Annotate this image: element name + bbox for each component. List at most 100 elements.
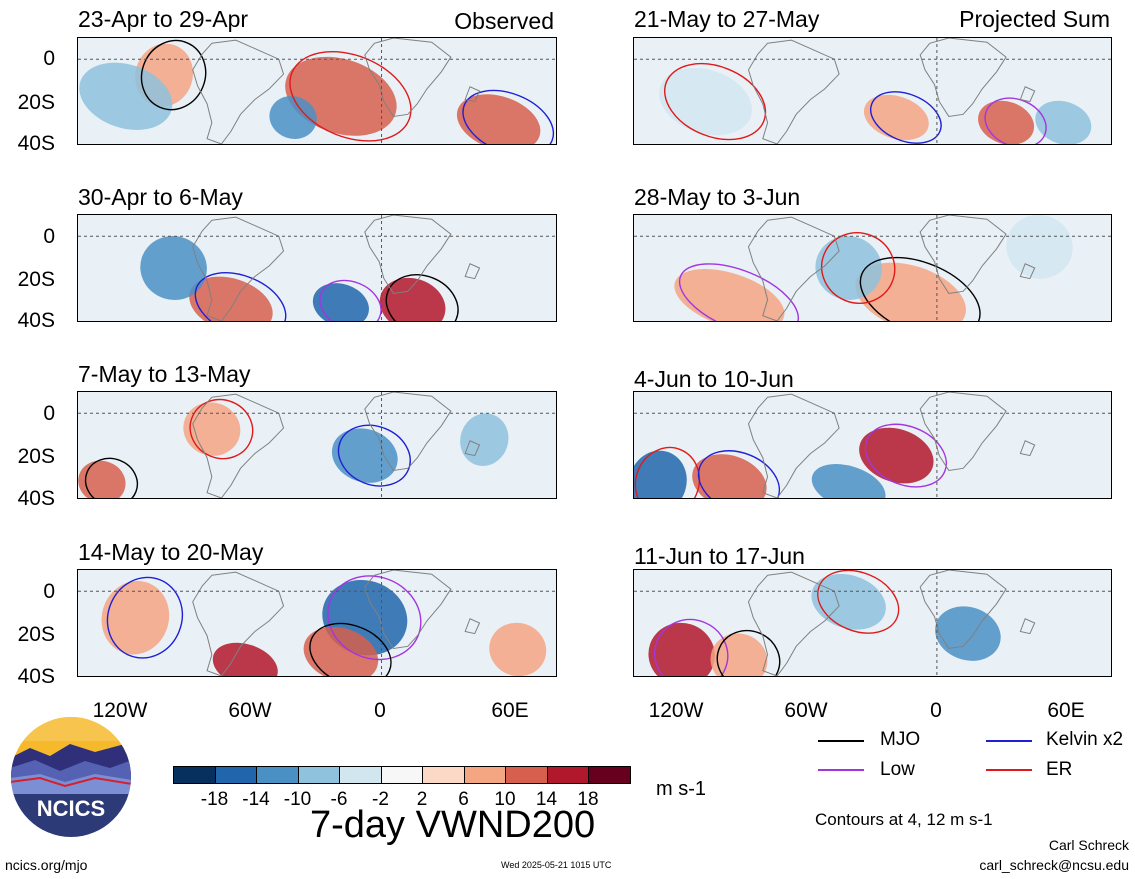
panel-title: 7-May to 13-May (78, 361, 251, 387)
colorbar-swatch (173, 766, 216, 784)
anomaly-shading (269, 96, 317, 139)
legend-line-kelvin (986, 740, 1032, 742)
map-field (78, 392, 556, 498)
lat-label: 40S (17, 132, 55, 155)
anomaly-shading (379, 277, 446, 321)
panel-title: 14-May to 20-May (78, 539, 264, 565)
map-panel-4 (633, 214, 1112, 322)
ncics-logo: NCICS (10, 716, 132, 838)
coastline (919, 392, 1007, 471)
map-panel-3 (77, 214, 557, 322)
colorbar-tick-label: -10 (283, 789, 312, 810)
anomaly-shading (140, 236, 207, 300)
wave-contour (984, 97, 1047, 144)
colorbar-swatch (256, 766, 299, 784)
timestamp: Wed 2025-05-21 1015 UTC (501, 860, 612, 870)
colorbar-swatch (214, 766, 257, 784)
coastline (464, 86, 481, 103)
contours-note: Contours at 4, 12 m s-1 (815, 810, 993, 829)
ncics-logo-icon: NCICS (11, 717, 131, 837)
map-field (78, 215, 556, 321)
lat-label: 0 (43, 225, 55, 248)
wave-contour (864, 423, 948, 488)
anomaly-shading (1035, 100, 1092, 144)
colorbar-tick-label: -18 (200, 789, 229, 810)
legend-label-mjo: MJO (880, 729, 921, 750)
lat-label: 20S (17, 91, 55, 114)
lon-label: 60W (784, 699, 828, 722)
map-panel-5 (77, 391, 557, 499)
anomaly-shading (811, 464, 886, 498)
colorbar-swatch (422, 766, 465, 784)
coastline (1019, 263, 1036, 280)
map-field (634, 392, 1111, 498)
wave-contour (319, 279, 382, 321)
colorbar-swatch (463, 766, 506, 784)
colorbar-units: m s-1 (656, 778, 706, 800)
coastline (1019, 618, 1036, 635)
coastline (747, 571, 840, 676)
wave-contour (327, 575, 422, 661)
lat-label: 40S (17, 487, 55, 510)
anomaly-shading (460, 413, 509, 466)
coastline (364, 215, 452, 294)
lon-label: 0 (930, 699, 942, 722)
lon-label: 60W (228, 699, 272, 722)
coastline (192, 216, 285, 321)
colorbar-swatch (380, 766, 423, 784)
anomaly-shading (79, 62, 173, 130)
colorbar-tick-label: -6 (330, 789, 348, 810)
legend-line-low (818, 769, 864, 771)
coastline (464, 618, 481, 635)
anomaly-shading (489, 622, 547, 676)
lat-label: 20S (17, 445, 55, 468)
figure-title: 7-day VWND200 (310, 804, 596, 846)
author: Carl Schreck (1048, 837, 1129, 853)
wave-contour (337, 424, 411, 487)
colorbar-tick-label: 10 (494, 789, 516, 810)
wave-contour (716, 629, 781, 676)
coastline (364, 392, 452, 471)
map-panel-7 (77, 569, 557, 677)
wave-contour (385, 274, 459, 321)
anomaly-shading (456, 94, 541, 144)
panel-title: 21-May to 27-May (634, 6, 820, 32)
wave-contour (634, 446, 701, 498)
panel-title: 4-Jun to 10-Jun (634, 366, 794, 392)
colorbar-swatch (339, 766, 382, 784)
anomaly-shading (648, 622, 715, 676)
anomaly-shading (935, 606, 1001, 661)
wave-contour (84, 457, 139, 498)
legend-label-low: Low (880, 759, 915, 780)
colorbar-tick-label: 6 (458, 789, 469, 810)
coastline (919, 215, 1007, 294)
author-email[interactable]: carl_schreck@ncsu.edu (979, 857, 1129, 873)
map-field (78, 38, 556, 144)
map-field (78, 570, 556, 676)
anomaly-shading (692, 454, 767, 498)
lon-label: 0 (374, 699, 386, 722)
coastline (747, 39, 840, 144)
coastline (747, 393, 840, 498)
colorbar-tick-label: 2 (416, 789, 428, 810)
colorbar-tick-label: 18 (577, 789, 599, 810)
map-field (634, 570, 1111, 676)
lat-label: 0 (43, 47, 55, 70)
lat-label: 20S (17, 268, 55, 291)
anomaly-shading (101, 580, 170, 655)
panel-label: Projected Sum (959, 6, 1110, 32)
lon-label: 120W (648, 699, 704, 722)
panel-label: Observed (454, 8, 554, 34)
wave-contour (870, 91, 942, 144)
coastline (192, 39, 285, 144)
wave-contour (106, 576, 184, 659)
site-link[interactable]: ncics.org/mjo (5, 857, 88, 873)
lat-label: 20S (17, 623, 55, 646)
lat-label: 0 (43, 580, 55, 603)
map-field (634, 215, 1111, 321)
anomaly-shading (674, 269, 785, 321)
anomaly-shading (303, 626, 379, 676)
lon-label: 60E (491, 699, 529, 722)
panel-title: 28-May to 3-Jun (634, 184, 801, 210)
panel-title: 23-Apr to 29-Apr (78, 6, 249, 32)
